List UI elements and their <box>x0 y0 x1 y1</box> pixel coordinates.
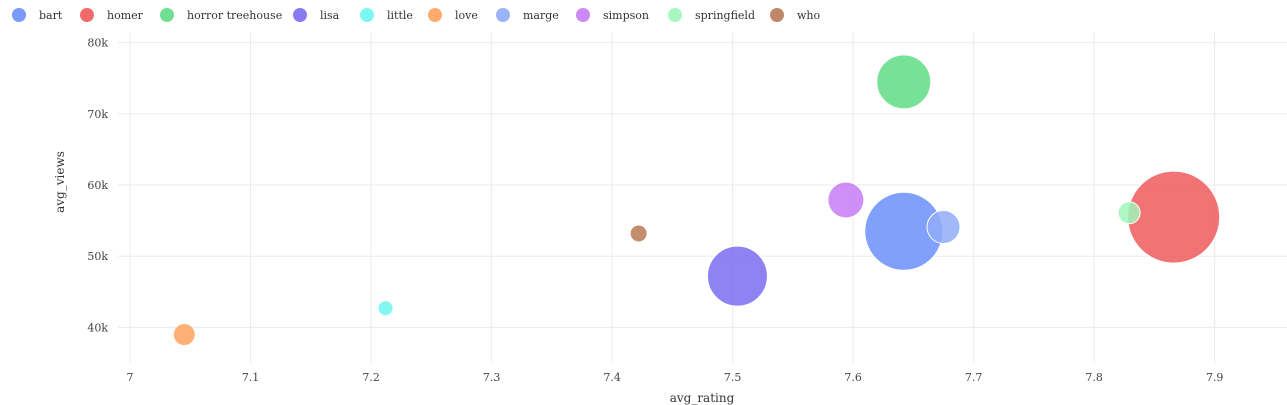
legend-item-springfield[interactable]: springfield <box>668 8 755 22</box>
bubble-who[interactable] <box>629 224 648 243</box>
legend-marker <box>576 8 590 22</box>
x-tick-label: 7.6 <box>844 371 862 384</box>
y-tick-label: 60k <box>87 179 108 192</box>
bubble-springfield[interactable] <box>1117 201 1141 225</box>
y-tick-label: 50k <box>87 250 108 263</box>
legend-marker <box>12 8 26 22</box>
legend-label: springfield <box>695 9 755 22</box>
y-tick-label: 40k <box>87 321 108 334</box>
x-axis-ticks: 7 7.1 7.2 7.3 7.4 7.5 7.6 7.7 7.8 7.9 <box>127 371 1224 384</box>
legend-marker <box>668 8 682 22</box>
legend-item-homer[interactable]: homer <box>80 8 144 22</box>
legend-marker <box>160 8 174 22</box>
x-tick-label: 7 <box>127 371 134 384</box>
y-tick-label: 80k <box>87 37 108 50</box>
x-tick-label: 7.4 <box>603 371 621 384</box>
bubble-homer[interactable] <box>1127 170 1221 264</box>
x-axis-title: avg_rating <box>670 391 735 405</box>
legend-marker <box>770 8 784 22</box>
legend-marker <box>360 8 374 22</box>
grid <box>118 32 1287 363</box>
legend-marker <box>496 8 510 22</box>
bubbles <box>172 54 1221 347</box>
legend-marker <box>293 8 307 22</box>
x-tick-label: 7.5 <box>724 371 742 384</box>
legend-label: marge <box>523 9 559 22</box>
legend-label: who <box>797 9 821 22</box>
bubble-little[interactable] <box>377 300 394 317</box>
bubble-simpson[interactable] <box>827 181 865 219</box>
y-axis-title: avg_views <box>53 151 67 213</box>
bubble-love[interactable] <box>172 323 196 347</box>
bubble-horror-treehouse[interactable] <box>876 54 932 110</box>
legend-label: horror treehouse <box>187 9 282 22</box>
legend-label: homer <box>107 9 144 22</box>
legend-marker <box>428 8 442 22</box>
legend-item-simpson[interactable]: simpson <box>576 8 649 22</box>
legend-item-horror-treehouse[interactable]: horror treehouse <box>160 8 282 22</box>
x-tick-label: 7.9 <box>1206 371 1224 384</box>
legend-marker <box>80 8 94 22</box>
legend-label: little <box>387 9 413 22</box>
legend-label: love <box>455 9 478 22</box>
legend-item-lisa[interactable]: lisa <box>293 8 340 22</box>
y-tick-label: 70k <box>87 108 108 121</box>
legend-item-who[interactable]: who <box>770 8 821 22</box>
bubble-lisa[interactable] <box>706 245 768 307</box>
y-axis-ticks: 40k 50k 60k 70k 80k <box>87 37 108 335</box>
legend-label: simpson <box>603 9 649 22</box>
legend-item-little[interactable]: little <box>360 8 413 22</box>
x-tick-label: 7.3 <box>483 371 501 384</box>
legend-item-bart[interactable]: bart <box>12 8 63 22</box>
legend-item-marge[interactable]: marge <box>496 8 559 22</box>
x-tick-label: 7.7 <box>965 371 983 384</box>
x-tick-label: 7.8 <box>1085 371 1103 384</box>
x-tick-label: 7.2 <box>362 371 380 384</box>
legend: bart homer horror treehouse lisa little love m… <box>12 8 821 22</box>
legend-label: bart <box>39 9 63 22</box>
legend-item-love[interactable]: love <box>428 8 478 22</box>
legend-label: lisa <box>320 9 340 22</box>
x-tick-label: 7.1 <box>242 371 260 384</box>
bubble-marge[interactable] <box>926 210 961 245</box>
